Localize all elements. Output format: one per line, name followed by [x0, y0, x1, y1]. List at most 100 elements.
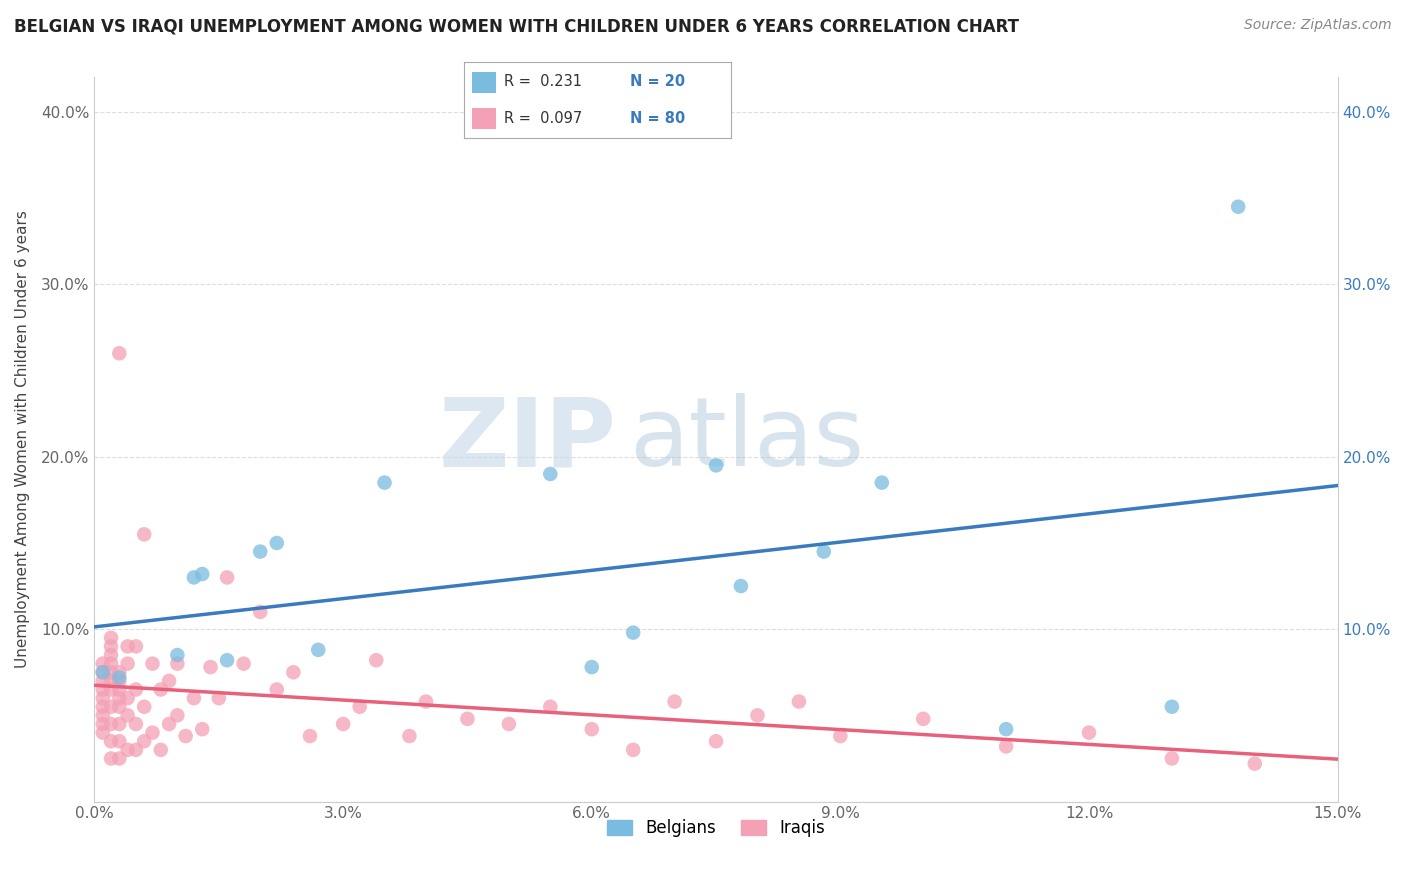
Point [117, 708, 139, 723]
Point [134, 699, 156, 714]
Point [141, 657, 163, 671]
Point [538, 699, 561, 714]
Point [117, 691, 139, 706]
Point [183, 691, 205, 706]
Text: R =  0.097: R = 0.097 [505, 111, 582, 126]
Point [1078, 725, 1101, 739]
Text: ZIP: ZIP [439, 393, 617, 486]
Point [1243, 756, 1265, 771]
Point [621, 625, 644, 640]
Point [366, 653, 388, 667]
Point [1160, 751, 1182, 765]
Point [813, 544, 835, 558]
Point [217, 653, 239, 667]
Point [108, 751, 131, 765]
Point [1227, 200, 1250, 214]
Point [108, 691, 131, 706]
Point [912, 712, 935, 726]
Point [100, 657, 122, 671]
Text: N = 20: N = 20 [630, 74, 685, 89]
Point [100, 640, 122, 654]
Text: BELGIAN VS IRAQI UNEMPLOYMENT AMONG WOMEN WITH CHILDREN UNDER 6 YEARS CORRELATIO: BELGIAN VS IRAQI UNEMPLOYMENT AMONG WOME… [14, 18, 1019, 36]
Point [415, 695, 437, 709]
Point [232, 657, 254, 671]
Point [91, 673, 114, 688]
Point [91, 665, 114, 680]
Point [332, 717, 354, 731]
Point [307, 643, 329, 657]
Point [157, 673, 180, 688]
Point [995, 739, 1018, 754]
Point [125, 717, 148, 731]
Point [995, 722, 1018, 736]
Point [108, 670, 131, 684]
Point [581, 722, 603, 736]
Point [191, 566, 214, 581]
Point [374, 475, 396, 490]
Text: Source: ZipAtlas.com: Source: ZipAtlas.com [1244, 18, 1392, 32]
Point [108, 682, 131, 697]
Point [117, 743, 139, 757]
Point [747, 708, 769, 723]
Y-axis label: Unemployment Among Women with Children Under 6 years: Unemployment Among Women with Children U… [15, 211, 30, 668]
Point [91, 691, 114, 706]
Point [166, 648, 188, 662]
Point [108, 717, 131, 731]
Point [100, 665, 122, 680]
Point [100, 648, 122, 662]
Text: R =  0.231: R = 0.231 [505, 74, 582, 89]
Point [100, 682, 122, 697]
Point [108, 734, 131, 748]
Point [100, 699, 122, 714]
Point [117, 640, 139, 654]
Point [100, 673, 122, 688]
Point [166, 657, 188, 671]
Point [456, 712, 478, 726]
Point [91, 708, 114, 723]
Point [249, 544, 271, 558]
Point [91, 657, 114, 671]
Point [108, 665, 131, 680]
Point [141, 725, 163, 739]
Bar [472, 71, 496, 93]
Point [91, 717, 114, 731]
Point [100, 717, 122, 731]
Point [217, 570, 239, 584]
Point [125, 743, 148, 757]
Point [183, 570, 205, 584]
Point [108, 699, 131, 714]
Point [298, 729, 321, 743]
Point [398, 729, 420, 743]
Point [870, 475, 893, 490]
Point [149, 682, 172, 697]
Point [108, 673, 131, 688]
Point [730, 579, 752, 593]
Point [91, 725, 114, 739]
Point [117, 657, 139, 671]
Legend: Belgians, Iraqis: Belgians, Iraqis [600, 813, 832, 844]
Text: atlas: atlas [628, 393, 865, 486]
Point [91, 699, 114, 714]
Point [704, 458, 727, 473]
Point [498, 717, 520, 731]
Point [100, 734, 122, 748]
Point [664, 695, 686, 709]
Point [149, 743, 172, 757]
Point [787, 695, 810, 709]
Bar [472, 108, 496, 129]
Point [1160, 699, 1182, 714]
Point [108, 346, 131, 360]
Point [266, 536, 288, 550]
Point [191, 722, 214, 736]
Point [174, 729, 197, 743]
Point [157, 717, 180, 731]
Point [283, 665, 305, 680]
Point [134, 527, 156, 541]
Point [538, 467, 561, 481]
Text: N = 80: N = 80 [630, 111, 685, 126]
Point [125, 682, 148, 697]
Point [100, 751, 122, 765]
Point [200, 660, 222, 674]
Point [266, 682, 288, 697]
Point [830, 729, 852, 743]
